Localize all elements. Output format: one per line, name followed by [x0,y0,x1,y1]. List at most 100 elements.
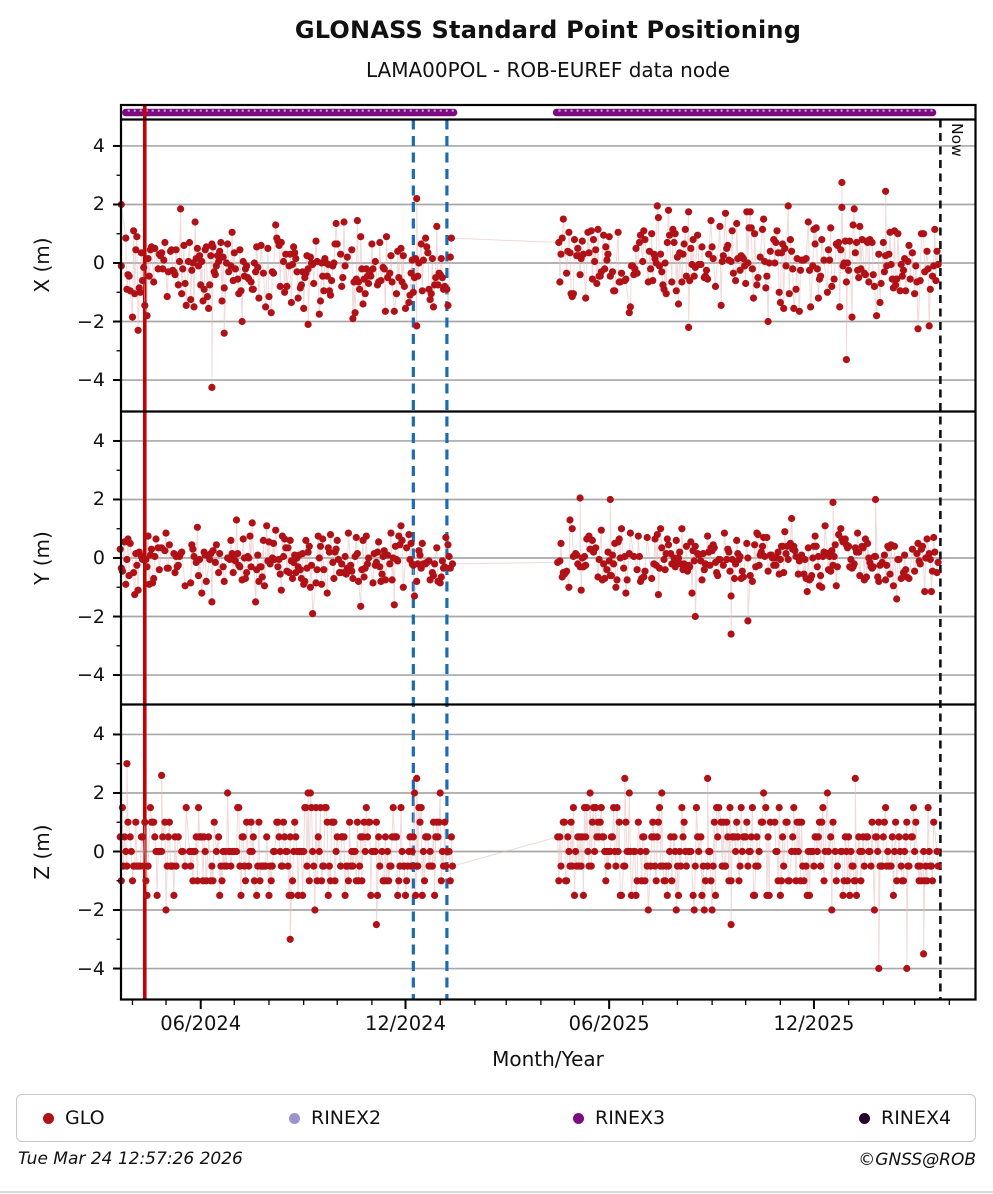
data-point [137,249,145,257]
data-point [697,833,705,841]
data-point [394,891,402,900]
data-point [198,257,206,266]
data-point [670,238,678,247]
data-point [868,818,876,826]
data-point [375,833,383,841]
data-point [727,257,735,266]
data-point [243,569,251,577]
data-point [122,234,130,242]
data-point [203,293,211,301]
data-point [603,256,611,264]
plot-frame [119,103,977,1001]
data-point [600,833,608,841]
chart-title: GLONASS Standard Point Positioning [294,16,802,44]
data-point [576,271,584,279]
data-point [933,847,941,856]
data-point [710,544,718,552]
data-point [330,574,338,583]
rinex2-availability-dot [612,109,615,112]
data-point [182,301,190,309]
data-point [804,544,812,552]
data-point [640,227,648,235]
data-point [807,303,815,311]
data-point [870,906,879,914]
data-point [849,221,857,229]
data-point [795,307,804,315]
data-point [354,278,363,286]
data-point [597,804,605,812]
data-point [814,294,823,302]
data-point [879,833,887,841]
data-point [614,228,622,236]
data-point [258,573,266,581]
data-point [602,243,610,251]
data-point [288,574,297,583]
data-point [583,804,591,812]
data-point [774,548,782,556]
data-point [283,282,291,290]
data-point [754,531,762,539]
data-point [133,561,141,569]
data-point [568,525,576,533]
data-point [428,255,436,263]
data-point [144,255,152,263]
data-point [860,862,868,870]
data-point [373,891,382,900]
rinex2-availability-dot [600,109,603,112]
data-point [856,222,864,230]
data-point [241,574,250,583]
data-point [341,262,349,270]
data-point [670,833,678,841]
data-point [248,847,256,856]
data-point [658,268,666,276]
data-point [582,833,590,841]
data-point [386,269,394,277]
data-point [216,891,224,900]
rinex2-availability-dot [636,109,639,112]
data-point [805,891,814,900]
data-point [206,281,214,289]
data-point [707,877,715,885]
data-point [846,237,854,245]
data-point [906,275,914,283]
rinex2-availability-dot [229,109,232,112]
rinex2-availability-dot [331,109,334,112]
x-tick-label: 06/2025 [568,1012,650,1035]
data-point [587,862,595,870]
data-point [252,598,260,606]
data-point [196,252,204,260]
data-point [424,833,432,841]
data-point [699,550,707,558]
data-point [912,818,920,826]
rinex2-availability-dot [576,109,579,112]
data-point [926,555,934,564]
data-point [220,329,228,337]
data-point [737,804,745,812]
data-point [281,288,289,296]
data-point [783,818,791,826]
data-point [165,541,173,549]
data-point [292,833,300,841]
data-point [587,227,595,235]
data-point [315,847,323,856]
data-point [851,877,859,885]
data-point [789,265,797,273]
data-point [611,287,619,295]
data-point [272,221,280,229]
data-point [188,266,196,274]
data-point [634,818,642,826]
data-point [398,847,406,856]
data-point [366,818,374,826]
data-point [849,862,857,870]
data-point [674,554,683,562]
data-point [193,244,201,252]
data-point [309,847,317,856]
data-point [306,583,314,591]
data-point [330,818,338,826]
data-point [136,288,144,296]
data-point [403,877,411,885]
data-point [603,566,611,574]
data-point [348,246,356,254]
data-point [615,818,623,826]
data-point [445,552,453,561]
